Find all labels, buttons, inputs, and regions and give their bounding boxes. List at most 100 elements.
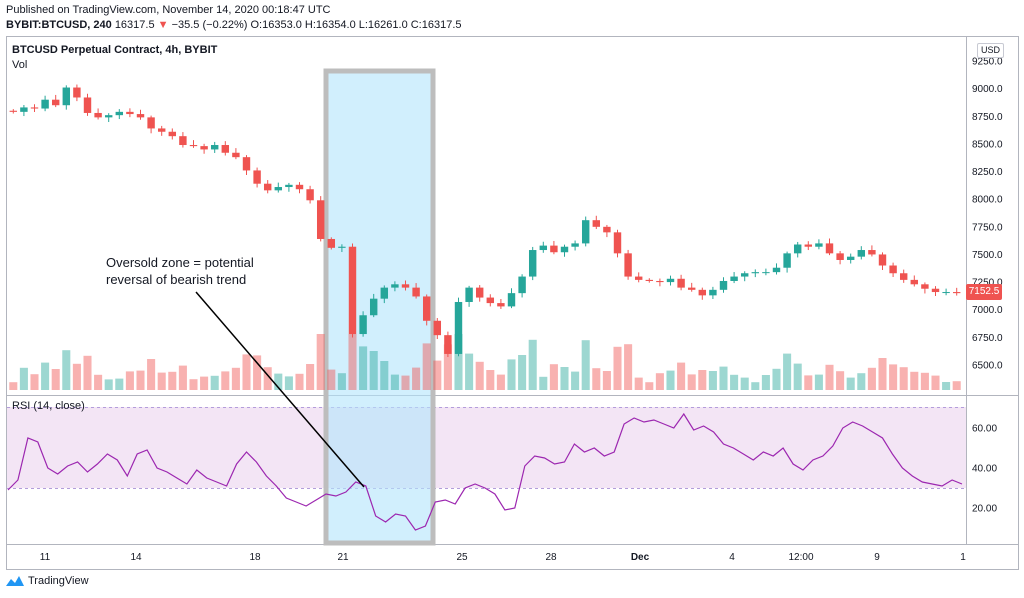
volume-bar — [147, 359, 156, 390]
volume-bar — [274, 373, 283, 390]
candle-body — [952, 292, 961, 294]
candle-body — [518, 276, 526, 294]
time-tick-label: 4 — [729, 552, 735, 563]
candle-body — [9, 110, 18, 112]
price-tick-label: 9250.0 — [972, 57, 1003, 68]
candle-body — [221, 145, 230, 153]
symbol-ohlc-header: BYBIT:BTCUSD, 240 16317.5 ▼ −35.5 (−0.22… — [6, 19, 462, 31]
time-tick-label: 18 — [249, 552, 261, 563]
candle-body — [210, 145, 219, 150]
price-tick-label: 7000.0 — [972, 305, 1003, 316]
time-tick-label: 12:00 — [788, 552, 813, 563]
rsi-tick-label: 60.00 — [972, 424, 997, 435]
candle-body — [189, 145, 198, 147]
volume-bar — [560, 367, 569, 390]
volume-bar — [581, 340, 590, 390]
price-tick-label: 8000.0 — [972, 195, 1003, 206]
candle-body — [804, 244, 813, 247]
candle-body — [444, 335, 452, 354]
volume-bar — [952, 381, 961, 390]
volume-bar — [899, 367, 908, 390]
time-tick-label: 28 — [545, 552, 557, 563]
down-arrow-icon: ▼ — [157, 19, 169, 31]
time-axis: 11 14 18 21 25 28 Dec 4 12:00 9 1 — [40, 552, 966, 563]
candle-body — [656, 280, 664, 283]
volume-bar — [740, 377, 749, 390]
price-axis: 9250.0 9000.0 8750.0 8500.0 8250.0 8000.0 7750… — [972, 57, 1003, 372]
volume-bar — [804, 375, 813, 390]
volume-bar — [104, 379, 113, 390]
volume-bar — [348, 334, 357, 390]
rsi-pane-title: RSI (14, close) — [12, 400, 85, 412]
volume-bar — [772, 368, 781, 390]
candle-body — [83, 97, 92, 113]
volume-bar — [9, 382, 18, 390]
annotation-pointer-line — [195, 291, 365, 488]
candle-body — [465, 287, 473, 302]
currency-button[interactable]: USD — [977, 43, 1004, 58]
candle-body — [698, 289, 707, 296]
volume-bar — [486, 370, 495, 390]
candle-body — [825, 243, 834, 254]
candle-body — [475, 287, 484, 298]
volume-bar — [359, 346, 368, 390]
volume-bar — [189, 379, 198, 390]
candle-body — [147, 117, 155, 129]
volume-bar — [507, 359, 516, 390]
candle-body — [486, 297, 495, 304]
volume-bar — [125, 371, 134, 390]
candle-body — [666, 278, 675, 283]
candle-body — [285, 184, 293, 188]
tradingview-logo-icon — [6, 576, 24, 586]
volume-bar — [221, 371, 230, 390]
candlesticks — [9, 84, 961, 358]
candle-body — [115, 111, 124, 116]
volume-bar — [942, 382, 951, 390]
volume-bar — [867, 367, 876, 390]
volume-bar — [231, 367, 240, 390]
volume-bar — [613, 346, 622, 390]
volume-bar — [698, 370, 707, 390]
candle-body — [846, 256, 855, 260]
candle-body — [306, 189, 314, 201]
candle-body — [253, 170, 261, 184]
candle-body — [581, 220, 590, 244]
candle-body — [433, 320, 442, 336]
candle-body — [613, 232, 622, 254]
price-tick-label: 7500.0 — [972, 250, 1003, 261]
candle-body — [740, 273, 749, 277]
volume-bar — [401, 375, 410, 390]
candle-body — [571, 243, 579, 247]
symbol-label: BYBIT:BTCUSD, 240 — [6, 19, 112, 31]
volume-bar — [677, 362, 686, 390]
candle-body — [528, 250, 537, 277]
annotation-line-2: reversal of bearish trend — [106, 272, 247, 287]
rsi-overbought-oversold-band — [7, 407, 966, 488]
volume-bar — [539, 376, 548, 390]
volume-bar — [920, 372, 929, 390]
volume-bar — [443, 344, 452, 390]
candle-body — [550, 245, 558, 253]
candle-body — [592, 220, 601, 227]
candle-body — [931, 288, 940, 293]
candle-body — [836, 253, 844, 260]
candle-body — [94, 112, 102, 118]
volume-bars — [9, 334, 961, 390]
volume-bar — [518, 355, 527, 390]
price-tick-label: 8750.0 — [972, 112, 1003, 123]
volume-bar — [41, 362, 50, 390]
volume-bar — [634, 377, 643, 390]
time-tick-label: Dec — [631, 552, 650, 563]
volume-bar — [412, 367, 421, 390]
price-tick-label: 8250.0 — [972, 167, 1003, 178]
candle-body — [41, 99, 49, 109]
candle-body — [295, 184, 304, 190]
volume-bar — [83, 355, 92, 390]
volume-bar — [814, 374, 823, 390]
candle-body — [380, 287, 389, 299]
volume-bar — [306, 364, 315, 390]
volume-bar — [422, 343, 431, 390]
candle-body — [783, 253, 791, 268]
volume-bar — [157, 372, 166, 390]
